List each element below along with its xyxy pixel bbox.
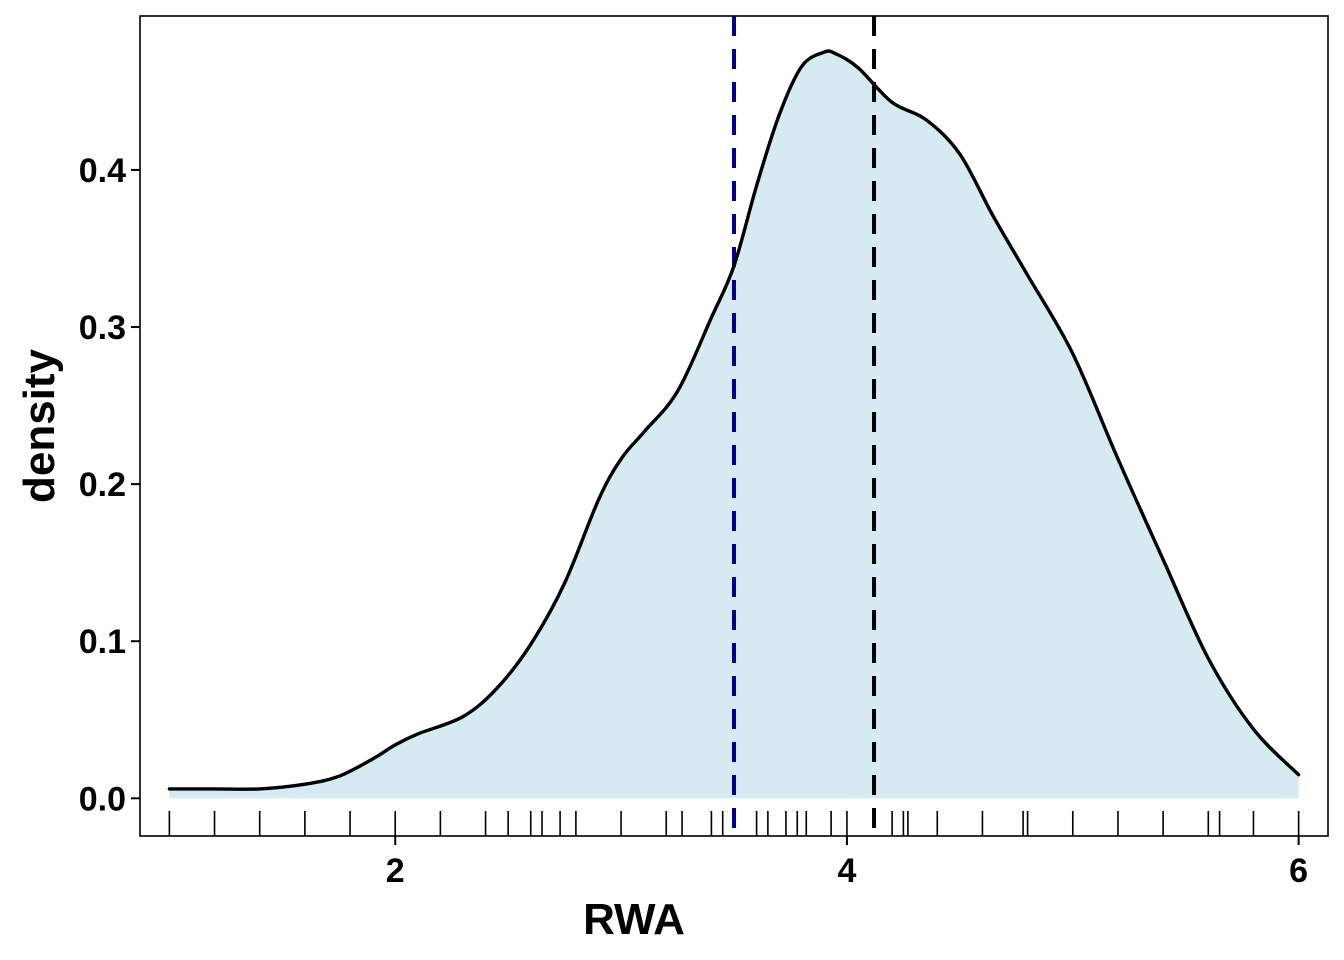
y-tick-label: 0.4	[79, 152, 126, 190]
x-tick-label: 6	[1289, 852, 1308, 890]
plot-area	[167, 16, 1301, 836]
x-axis: 2 4 6	[386, 836, 1308, 890]
x-tick-label: 2	[386, 852, 405, 890]
y-axis-title: density	[15, 348, 64, 503]
y-tick-label: 0.3	[79, 309, 126, 347]
y-tick-label: 0.0	[79, 780, 126, 818]
reference-lines	[732, 16, 877, 836]
x-axis-title: RWA	[583, 895, 685, 944]
x-tick-label: 4	[837, 852, 856, 890]
panel-border	[139, 15, 1329, 837]
density-curve	[167, 49, 1301, 791]
y-tick-label: 0.2	[79, 466, 126, 504]
y-axis: 0.0 0.1 0.2 0.3 0.4	[79, 152, 140, 818]
y-tick-label: 0.1	[79, 623, 126, 661]
rug-marks	[168, 811, 1300, 836]
